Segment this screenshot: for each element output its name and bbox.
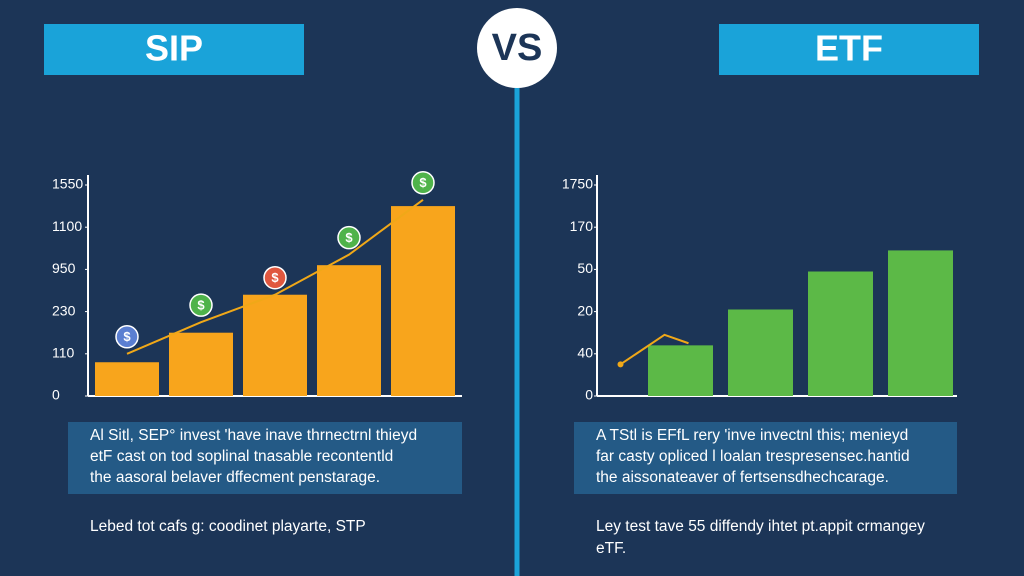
bar [648, 345, 713, 396]
coin-marker [115, 325, 139, 349]
header-box [719, 24, 979, 75]
y-tick-label: 0 [52, 387, 60, 403]
caption-line: Al Sitl, SEP° invest 'have inave thrnect… [90, 427, 417, 444]
coin-marker [411, 171, 435, 195]
bar [95, 362, 159, 396]
caption-box [68, 422, 462, 494]
caption-box [574, 422, 957, 494]
y-tick-label: 170 [570, 218, 594, 234]
bar [169, 332, 233, 396]
coin-symbol: $ [197, 298, 205, 313]
y-tick-label: 110 [52, 345, 75, 361]
y-tick-label: 40 [577, 345, 593, 361]
coin-symbol: $ [123, 329, 131, 344]
coin-symbol: $ [419, 175, 427, 190]
y-tick-label: 230 [52, 302, 76, 318]
vs-badge [477, 8, 557, 88]
bar [391, 206, 455, 396]
header-title: SIP [145, 28, 203, 69]
y-tick-label: 0 [585, 387, 593, 403]
header-title: ETF [815, 28, 883, 69]
bar [728, 309, 793, 396]
y-tick-label: 1550 [52, 176, 83, 192]
vs-label: VS [492, 27, 543, 69]
y-tick-label: 1750 [562, 176, 593, 192]
coin-marker [337, 225, 361, 250]
caption-line: A TStl is EFfL rery 'inve invectnl this;… [596, 427, 908, 444]
y-tick-label: 1100 [52, 218, 82, 234]
caption-line: far casty opliced l loalan trespresensec… [596, 448, 910, 465]
footnote-line: eTF. [596, 540, 626, 557]
bar [888, 250, 953, 396]
trend-line [126, 198, 424, 355]
coin-symbol: $ [345, 230, 353, 245]
footnote-line: Ley test tave 55 diffendy ihtet pt.appit… [596, 518, 925, 535]
bar [808, 271, 873, 396]
coin-marker [189, 293, 213, 317]
bar [317, 265, 381, 396]
line-dot [617, 361, 624, 368]
trend-line [619, 333, 689, 366]
caption-line: the aissonateaver of fertsensdhechcarage… [596, 469, 889, 486]
coin-symbol: $ [271, 270, 279, 285]
caption-line: etF cast on tod soplinal tnasable recont… [90, 448, 393, 465]
y-tick-label: 20 [577, 302, 593, 318]
y-tick-label: 50 [577, 260, 593, 276]
y-tick-label: 950 [52, 260, 76, 276]
header-box [44, 24, 304, 75]
bar [243, 294, 307, 396]
caption-line: the aasoral belaver dffecment penstarage… [90, 469, 380, 486]
footnote-line: Lebed tot cafs g: coodinet playarte, STP [90, 518, 366, 535]
coin-marker [263, 265, 287, 290]
